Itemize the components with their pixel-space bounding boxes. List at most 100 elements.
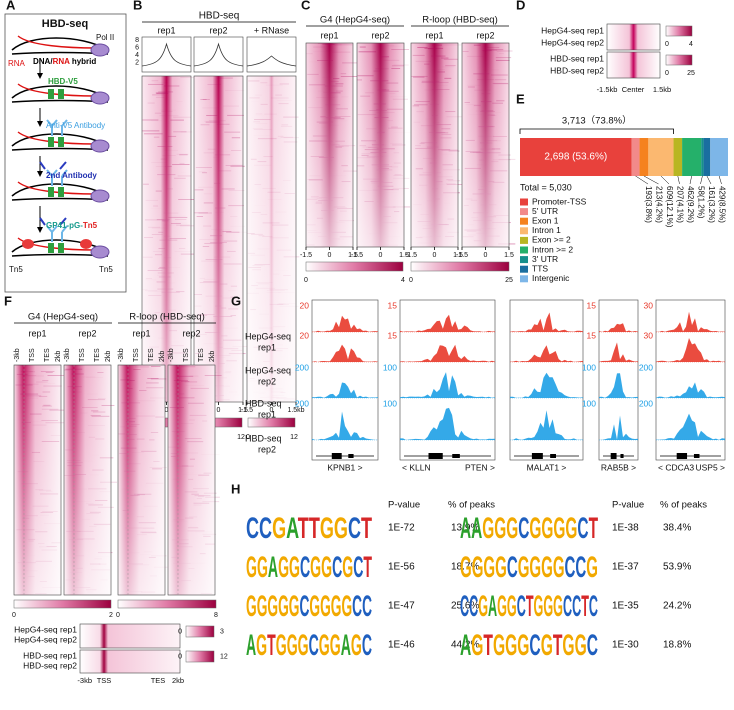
column-label: rep2 [182,328,200,338]
colorbar-label: 25 [687,70,695,77]
gene-exon [531,453,543,459]
x-tick-label: 2kb [105,351,112,362]
y-tick-label: 6 [135,44,139,51]
segment-label: 462(9.2%) [686,186,695,223]
segment-label: 429(8.5%) [717,186,726,223]
legend-swatch [520,227,528,235]
colorbar-label: 0 [665,41,669,48]
pol-ii-label: Pol II [96,33,114,42]
tn5-label: Tn5 [9,265,23,274]
profile-curve [246,55,297,67]
row-label: rep1 [258,342,276,352]
leader-line [660,175,670,185]
legend-swatch [520,246,528,254]
colorbar-label: 0 [12,612,16,619]
x-tick-label: -1.5 [456,252,468,259]
row-label: HepG4-seq rep1 [541,25,604,35]
x-tick-label: 2kb [55,351,62,362]
x-tick-label: 2kb [172,676,184,685]
signal-track [312,382,378,398]
gene-label: RAB5B > [601,462,636,472]
column-label: rep2 [476,30,494,40]
hybrid-label-part: RNA [53,57,71,66]
legend-swatch [520,256,528,264]
segment-label: 58(1.2%) [696,186,705,219]
legend-label: 3' UTR [532,254,558,264]
track-scale: 15 [388,300,398,310]
heatmap-frame [117,364,166,596]
summary-heatmap [79,623,181,649]
x-tick-label: 1.5 [348,252,358,259]
panel-label: E [516,91,525,106]
row-label: HepG4-seq rep2 [14,634,77,644]
signal-track [312,411,378,440]
pol-ii [90,139,110,153]
x-tick-label: -1.5kb [597,85,618,94]
bar-segment [682,138,702,176]
x-tick-label: 2kb [209,351,216,362]
x-tick-label: 0 [379,252,383,259]
column-label: + RNase [254,25,289,35]
colorbar [185,625,215,638]
x-tick-label: TSS [183,348,190,362]
row-label: HBD-seq rep1 [550,53,604,63]
legend-label: 5' UTR [532,206,558,216]
legend-label: Promoter-TSS [532,196,587,206]
x-tick-label: TES [94,348,101,362]
gene-label: USP5 > [695,462,725,472]
tn5-enzyme [22,239,34,249]
gene-label: MALAT1 > [527,462,567,472]
column-header: % of peaks [660,500,707,511]
x-tick-label: 0 [165,407,169,414]
gene-exon [452,454,460,458]
bracket [519,128,674,134]
hbd-protein [58,137,64,147]
x-tick-label: 0 [433,252,437,259]
row-label: rep2 [258,444,276,454]
peak-percent: 13.9% [451,523,479,534]
motif-logo: CCGATTGGCT [246,512,372,545]
peak-percent: 53.9% [663,562,691,573]
heatmap-frame [63,364,112,596]
track-scale: 30 [644,300,654,310]
y-tick-label: 8 [135,37,139,44]
heatmap-fade [247,76,296,402]
x-tick-label: -3kb [64,348,71,362]
signal-track [400,407,495,440]
summary-heatmap [606,51,661,79]
legend-swatch [520,208,528,216]
profile-frame [141,36,192,73]
signal-track [656,311,725,332]
column-header: P-value [612,500,644,511]
column-label: rep2 [78,328,96,338]
signal-track [656,413,725,440]
secondary-antibody [39,161,67,170]
track-scale: 200 [639,398,653,408]
antibody [46,225,58,242]
x-tick-label: 1.5kb [287,407,304,414]
gene-label: < CDCA3 [658,462,694,472]
row-label: rep1 [258,409,276,419]
signal-track [599,323,638,332]
bar-segment [631,138,640,176]
row-label: HBD-seq [245,398,282,408]
legend-swatch [520,275,528,283]
legend-label: Exon 1 [532,215,559,225]
step-label: Anti-V5 Antibody [46,121,105,130]
p-value: 1E-47 [388,601,415,612]
x-tick-label: TSS [97,676,112,685]
track-scale: 200 [295,398,309,408]
x-tick-label: -3kb [118,348,125,362]
leader-line [677,175,680,185]
peak-percent: 38.4% [663,523,691,534]
group-title: G4 (HepG4-seq) [28,312,98,323]
bar-segment [673,138,683,176]
heatmap-fade [64,365,111,595]
column-header: P-value [388,500,420,511]
gene-label: < KLLN [402,462,431,472]
summary-heatmap [79,649,181,674]
gene-exon [610,453,617,459]
heatmap-frame [13,364,62,596]
signal-track [656,338,725,362]
